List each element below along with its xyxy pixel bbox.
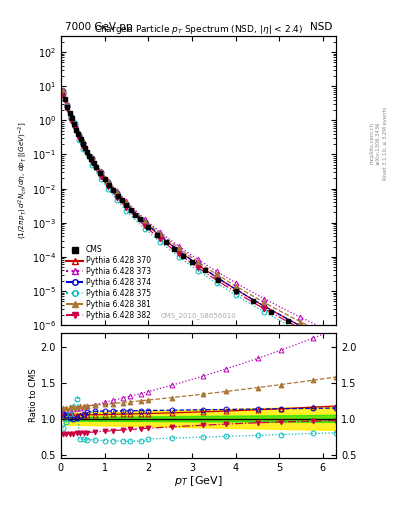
Text: arXiv:1306.3436: arXiv:1306.3436 bbox=[376, 122, 381, 165]
Text: mcplots.cern.ch: mcplots.cern.ch bbox=[369, 122, 374, 164]
X-axis label: $p_T$ [GeV]: $p_T$ [GeV] bbox=[174, 475, 223, 488]
Y-axis label: Ratio to CMS: Ratio to CMS bbox=[29, 369, 38, 422]
Legend: CMS, Pythia 6.428 370, Pythia 6.428 373, Pythia 6.428 374, Pythia 6.428 375, Pyt: CMS, Pythia 6.428 370, Pythia 6.428 373,… bbox=[65, 244, 153, 322]
Text: 7000 GeV pp: 7000 GeV pp bbox=[65, 22, 132, 32]
Text: Rivet 3.1.10, ≥ 3.2M events: Rivet 3.1.10, ≥ 3.2M events bbox=[383, 106, 387, 180]
Y-axis label: $(1/2\pi\,p_T)\,d^2N_{ch}/d\eta,\,dp_T\,[(GeV)^{-2}]$: $(1/2\pi\,p_T)\,d^2N_{ch}/d\eta,\,dp_T\,… bbox=[16, 122, 29, 239]
Text: CMS_2010_S8656010: CMS_2010_S8656010 bbox=[161, 313, 236, 319]
Title: Charged Particle $p_T$ Spectrum (NSD, $|\eta|$ < 2.4): Charged Particle $p_T$ Spectrum (NSD, $|… bbox=[94, 23, 303, 36]
Text: NSD: NSD bbox=[310, 22, 332, 32]
